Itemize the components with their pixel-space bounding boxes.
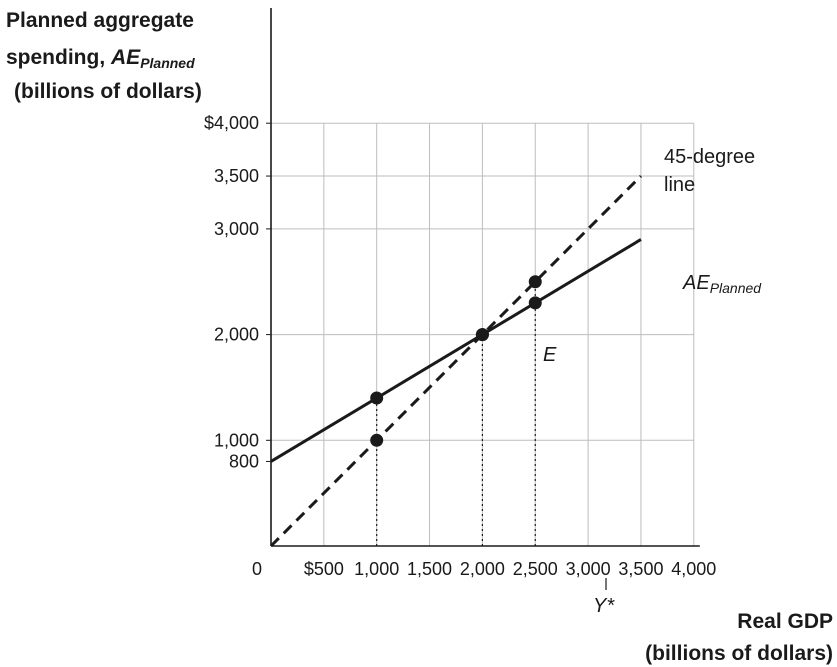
label-45-degree: 45-degree <box>664 146 755 168</box>
dotted-guides <box>376 281 536 546</box>
x-tick-label: 0 <box>252 559 262 579</box>
x-tick-label: 4,000 <box>671 559 716 579</box>
x-axis-label-line2: (billions of dollars) <box>645 642 833 665</box>
x-tick-label: $500 <box>304 559 344 579</box>
y-axis-label-line2: spending, AEPlanned <box>6 46 195 71</box>
y-tick-label: 1,000 <box>214 430 259 450</box>
x-tick-label: 1,000 <box>354 559 399 579</box>
y-tick-label: 3,500 <box>214 166 259 186</box>
series-line-ae-planned <box>270 238 642 463</box>
data-point <box>475 328 489 342</box>
x-tick-label: 3,000 <box>566 559 611 579</box>
y-tick-label: 3,000 <box>214 219 259 239</box>
label-45-degree-line: line <box>664 174 695 196</box>
x-tick-label: 1,500 <box>407 559 452 579</box>
label-equilibrium-e: E <box>543 344 557 366</box>
label-ae-planned: AEPlanned <box>682 272 762 296</box>
x-tick-label: 3,500 <box>618 559 663 579</box>
y-tick-label: $4,000 <box>204 113 259 133</box>
x-tick-label: 2,000 <box>460 559 505 579</box>
series-lines <box>269 174 643 548</box>
axes <box>266 8 700 547</box>
x-axis-label-line1: Real GDP <box>737 610 833 633</box>
y-tick-label: 2,000 <box>214 325 259 345</box>
data-point <box>370 391 384 405</box>
y-axis-label-line1: Planned aggregate <box>6 9 194 32</box>
data-points <box>370 275 542 447</box>
data-point <box>370 433 384 447</box>
tick-labels: 0 $500 1,000 1,500 2,000 2,500 3,000 3,500 4,000… <box>204 113 716 579</box>
series-line-45-degree <box>269 174 643 548</box>
label-y-star: Y* <box>593 595 615 617</box>
x-tick-label: 2,500 <box>513 559 558 579</box>
y-axis-label-line3: (billions of dollars) <box>14 80 202 103</box>
data-point <box>528 296 542 310</box>
data-point <box>528 275 542 289</box>
y-tick-label: 800 <box>229 451 259 471</box>
